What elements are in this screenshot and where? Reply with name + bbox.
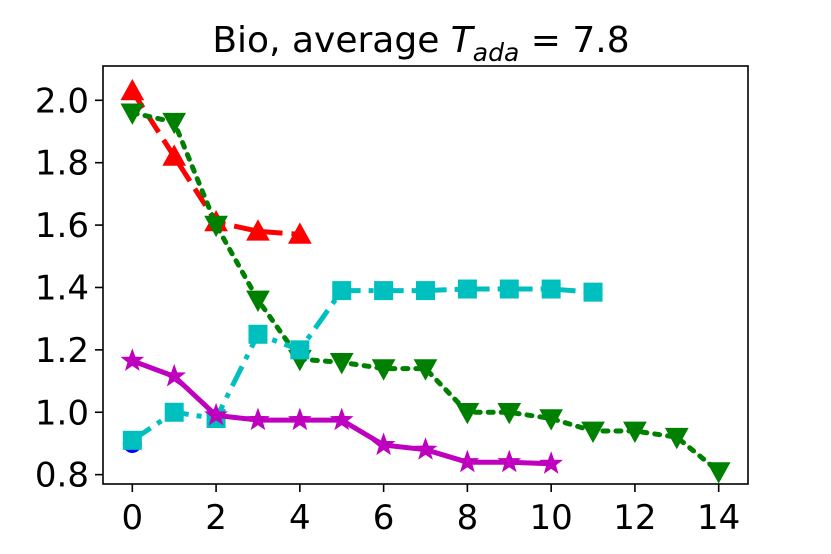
data-point: [120, 78, 145, 101]
data-point: [581, 421, 605, 443]
data-point: [204, 402, 228, 426]
data-point: [416, 281, 435, 301]
y-tick-label: 1.0: [35, 393, 89, 433]
x-tick-label: 10: [530, 498, 573, 538]
x-tick-label: 0: [121, 498, 143, 538]
series-cyan-square: [122, 279, 603, 450]
y-axis: 0.8 1.0 1.2 1.4 1.6 1.8 2.0: [35, 81, 103, 496]
data-point: [329, 407, 354, 431]
x-tick-label: 14: [697, 498, 740, 538]
data-point: [162, 363, 187, 387]
data-point: [371, 432, 396, 456]
data-point: [288, 222, 312, 244]
plot-area: [120, 78, 731, 484]
series-line: [129, 110, 722, 474]
data-point: [497, 402, 522, 425]
data-point: [413, 437, 438, 460]
y-tick-label: 1.4: [35, 268, 89, 308]
data-point: [413, 359, 438, 381]
data-point: [164, 402, 184, 422]
x-tick-label: 12: [613, 498, 656, 538]
plot-frame: [102, 65, 749, 485]
chart-title: Bio, average Tada = 7.8: [212, 20, 629, 67]
data-point: [162, 144, 187, 166]
data-point: [246, 290, 270, 312]
title-subscript: ada: [473, 38, 520, 67]
data-point: [623, 421, 647, 443]
data-point: [204, 215, 228, 238]
y-tick-label: 1.2: [35, 331, 89, 371]
data-point: [541, 279, 561, 299]
x-tick-label: 4: [289, 498, 311, 538]
data-point: [371, 359, 396, 381]
title-suffix: = 7.8: [519, 20, 629, 61]
data-point: [455, 449, 480, 473]
data-point: [120, 103, 145, 125]
data-point: [332, 281, 352, 301]
data-point: [539, 409, 563, 431]
x-axis: 0 2 4 6 8 10 12 14: [121, 484, 740, 538]
x-tick-label: 8: [457, 498, 479, 538]
y-tick-label: 0.8: [35, 456, 89, 496]
data-point: [290, 340, 310, 360]
y-tick-label: 2.0: [35, 81, 89, 121]
data-point: [122, 430, 142, 450]
data-point: [457, 279, 477, 299]
data-point: [583, 282, 603, 302]
data-point: [246, 219, 270, 241]
title-symbol: T: [451, 20, 476, 61]
data-point: [246, 407, 270, 431]
data-point: [120, 348, 145, 371]
y-tick-label: 1.8: [35, 144, 89, 184]
series-magenta-star: [120, 348, 564, 474]
x-tick-label: 6: [373, 498, 395, 538]
data-point: [499, 279, 519, 299]
data-point: [539, 451, 564, 474]
title-prefix: Bio, average: [212, 20, 450, 61]
data-point: [455, 402, 480, 425]
data-point: [706, 462, 731, 484]
data-point: [497, 449, 522, 473]
y-tick-label: 1.6: [35, 206, 89, 246]
data-point: [664, 427, 689, 450]
data-point: [162, 112, 187, 135]
data-point: [248, 324, 268, 344]
data-point: [374, 281, 394, 301]
data-point: [329, 353, 354, 375]
data-point: [287, 407, 312, 431]
x-tick-label: 2: [205, 498, 227, 538]
